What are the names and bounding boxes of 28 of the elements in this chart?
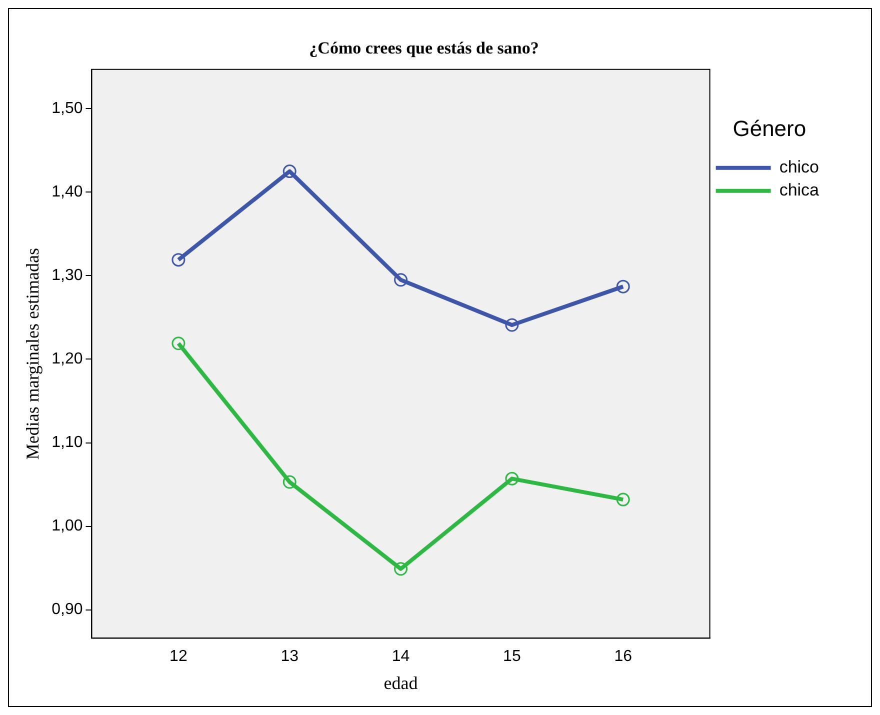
point xyxy=(282,164,296,178)
y-tick-label: 0,90 xyxy=(52,601,83,618)
point xyxy=(505,318,519,332)
point xyxy=(172,336,186,350)
y-tick-label: 1,30 xyxy=(52,267,83,284)
y-tick-label: 1,40 xyxy=(52,184,83,201)
y-tick-label: 1,10 xyxy=(52,434,83,452)
chart-title: ¿Cómo crees que estás de sano? xyxy=(309,38,539,58)
legend-label: chica xyxy=(779,180,820,200)
y-tick-label: 1,20 xyxy=(52,350,83,368)
point xyxy=(616,492,630,506)
x-tick-label: 14 xyxy=(392,648,410,666)
x-tick-label: 16 xyxy=(614,648,632,666)
point xyxy=(282,475,296,489)
x-tick-label: 12 xyxy=(170,648,188,666)
legend-label: chico xyxy=(779,158,819,177)
point xyxy=(172,253,186,267)
y-tick-label: 1,00 xyxy=(52,518,83,535)
point xyxy=(505,472,519,486)
point xyxy=(394,273,408,287)
x-axis-title: edad xyxy=(384,672,418,693)
x-tick-label: 13 xyxy=(280,648,299,666)
y-axis-title: Medias marginales estimadas xyxy=(22,248,43,460)
point xyxy=(616,280,630,294)
x-tick-label: 15 xyxy=(503,648,521,666)
legend-title: Género xyxy=(732,116,806,142)
point xyxy=(394,562,408,576)
y-tick-label: 1,50 xyxy=(52,100,83,118)
